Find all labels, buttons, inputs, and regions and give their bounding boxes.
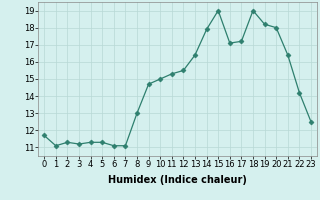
- X-axis label: Humidex (Indice chaleur): Humidex (Indice chaleur): [108, 175, 247, 185]
